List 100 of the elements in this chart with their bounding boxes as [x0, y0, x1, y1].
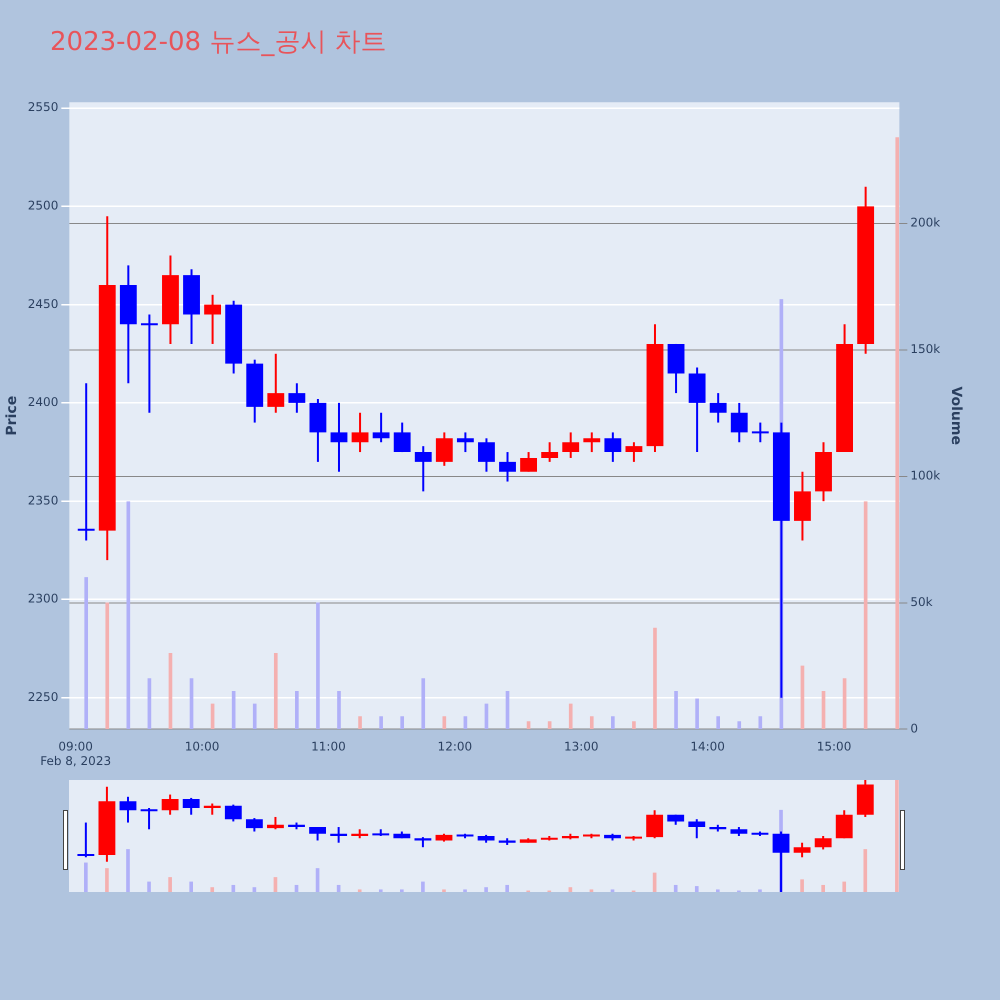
candlestick	[541, 441, 558, 463]
bar	[421, 678, 426, 730]
candlestick	[394, 422, 411, 454]
bar	[442, 716, 446, 730]
chart-title: 2023-02-08 뉴스_공시 차트	[50, 26, 387, 59]
bar	[421, 882, 425, 892]
bar	[294, 884, 298, 892]
candlestick	[140, 313, 158, 414]
bar	[126, 501, 130, 730]
candlestick	[246, 817, 263, 833]
bar	[463, 889, 467, 892]
candlestick	[646, 809, 664, 840]
bar	[653, 628, 657, 730]
y-tick-label: 2450	[28, 296, 58, 311]
candlestick	[330, 402, 348, 473]
bar	[316, 868, 320, 892]
y-tick-label: 2550	[28, 100, 58, 114]
bar	[358, 889, 362, 892]
bar	[105, 602, 110, 730]
candlestick	[499, 451, 516, 483]
candlestick	[182, 796, 200, 816]
bar	[632, 721, 636, 730]
bar	[126, 849, 130, 892]
bar	[484, 887, 488, 892]
x-tick-label: 14:00	[690, 740, 725, 754]
y2-tick-label: 200k	[910, 216, 940, 230]
candlestick	[814, 835, 832, 850]
y-tick-label: 2350	[28, 493, 58, 508]
bar	[548, 721, 552, 730]
bar	[864, 501, 868, 730]
bar	[358, 716, 362, 730]
bar	[378, 889, 383, 892]
candlestick	[456, 431, 474, 454]
bar	[822, 690, 826, 730]
bar	[895, 137, 900, 730]
bar	[568, 887, 572, 892]
bar	[168, 653, 172, 730]
bar	[84, 862, 88, 892]
bar	[148, 678, 152, 730]
y2-tick-label: 150k	[910, 342, 940, 356]
y-axis-title: Price	[4, 396, 20, 436]
x-tick-label: 15:00	[816, 740, 852, 754]
x-tick-label: 09:00 Feb 8, 2023	[40, 740, 112, 768]
bar	[568, 704, 573, 730]
bar	[694, 886, 699, 892]
bar	[484, 704, 488, 730]
bar	[231, 884, 236, 892]
bar	[737, 721, 742, 730]
bar	[842, 882, 846, 892]
bar	[105, 868, 109, 892]
candlestick	[224, 804, 242, 822]
bar	[337, 690, 341, 730]
candlestick	[752, 422, 769, 444]
bar	[800, 666, 804, 730]
bar	[252, 704, 257, 730]
candlestick	[710, 392, 727, 424]
bar	[863, 849, 868, 892]
y-tick-label: 2250	[28, 690, 58, 704]
x-tick-label: 10:00	[184, 740, 220, 754]
bar	[400, 889, 404, 892]
y-tick-label: 2300	[28, 592, 58, 606]
candlestick	[730, 402, 748, 444]
bar	[821, 884, 825, 892]
y2-axis-title: Volume	[948, 386, 964, 445]
bar	[210, 887, 214, 892]
bar	[168, 877, 172, 892]
bar	[610, 889, 614, 892]
bar	[336, 884, 340, 892]
candlestick	[667, 814, 684, 826]
candlestick	[140, 807, 158, 830]
bar	[147, 882, 151, 892]
x-tick-label: 12:00	[438, 740, 472, 754]
y2-tick-label: 50k	[910, 594, 933, 609]
bar	[210, 704, 214, 730]
bar	[611, 716, 615, 730]
candlestick	[625, 441, 642, 463]
candlestick	[267, 816, 284, 830]
y2-tick-label: 100k	[910, 468, 940, 482]
candlestick	[288, 382, 306, 414]
candlestick	[436, 431, 453, 467]
y-tick-label: 2500	[28, 198, 58, 212]
candlestick	[372, 412, 390, 444]
candlestick	[352, 412, 368, 454]
bar	[190, 678, 194, 730]
bar	[400, 716, 404, 730]
bar	[316, 602, 320, 730]
bar	[252, 887, 256, 892]
bar	[758, 889, 762, 892]
candlestick	[414, 836, 432, 848]
x-tick-label: 13:00	[564, 740, 599, 754]
bar	[189, 882, 194, 892]
candlestick	[330, 826, 348, 844]
bar	[274, 653, 278, 730]
candlestick	[794, 842, 811, 858]
candlestick	[414, 445, 432, 492]
bar	[590, 889, 594, 892]
bar	[800, 879, 804, 892]
candlestick	[562, 431, 580, 459]
bar	[442, 889, 446, 892]
candlestick	[520, 451, 538, 473]
